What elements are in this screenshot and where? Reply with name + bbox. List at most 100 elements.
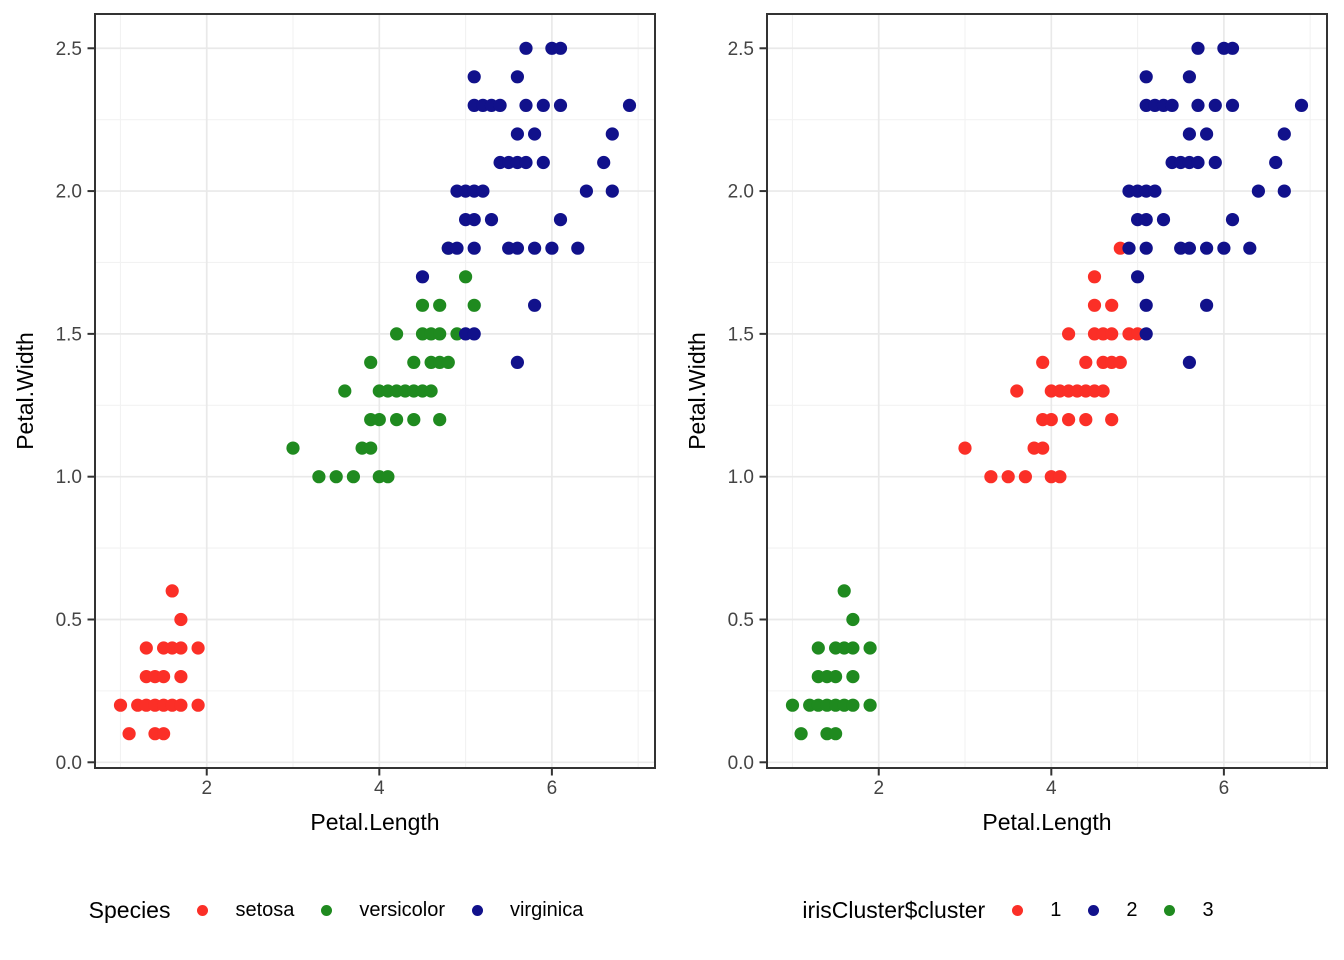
data-point-1: [1079, 355, 1093, 369]
data-point-versicolor: [424, 384, 438, 398]
y-tick-label: 0.0: [728, 753, 754, 774]
legend-item: 1: [1012, 899, 1061, 922]
data-point-1: [1096, 384, 1110, 398]
data-point-2: [1148, 184, 1162, 198]
data-point-setosa: [174, 612, 188, 627]
x-tick-label: 4: [374, 778, 385, 799]
species-legend-title: Species: [88, 896, 171, 923]
data-point-2: [1191, 155, 1205, 170]
x-axis-title: Petal.Length: [310, 809, 439, 835]
data-point-1: [1036, 355, 1050, 369]
data-point-2: [1200, 127, 1214, 141]
legend-item-label: virginica: [509, 898, 584, 921]
data-point-2: [1200, 241, 1214, 255]
data-point-1: [1105, 327, 1119, 341]
data-point-2: [1225, 41, 1240, 55]
legend-key-dot-icon: [197, 904, 209, 916]
data-point-virginica: [579, 184, 594, 198]
data-point-setosa: [157, 670, 171, 684]
data-point-1: [1079, 413, 1093, 427]
data-point-virginica: [545, 241, 559, 255]
legend-key-dot-icon: [471, 904, 483, 916]
y-tick-label: 0.0: [56, 753, 82, 774]
data-point-virginica: [553, 213, 568, 227]
data-point-2: [1277, 127, 1291, 141]
cluster-scatter-plot: 2 4 6 0.0 0.5 1.0 1.5 2.0 2.5 Petal.Length Petal.W…: [684, 13, 1328, 835]
data-point-virginica: [519, 98, 533, 112]
data-point-3: [811, 641, 825, 655]
data-point-virginica: [467, 327, 481, 341]
data-point-virginica: [415, 270, 430, 284]
cluster-legend-items: 1 2 3: [1012, 898, 1214, 922]
data-point-2: [1139, 327, 1153, 341]
y-tick-label: 1.5: [56, 324, 82, 345]
legend-item: versicolor: [321, 899, 445, 922]
data-point-2: [1269, 155, 1283, 170]
data-point-versicolor: [312, 470, 326, 484]
data-point-1: [984, 470, 998, 484]
data-point-2: [1277, 184, 1291, 198]
data-point-setosa: [174, 698, 188, 712]
data-point-2: [1182, 127, 1196, 141]
data-point-virginica: [467, 70, 481, 84]
data-point-virginica: [510, 355, 524, 369]
data-point-3: [837, 584, 851, 598]
legend-key-dot-icon: [321, 904, 333, 916]
data-point-1: [1044, 413, 1058, 427]
data-point-2: [1139, 70, 1153, 84]
data-point-1: [1001, 470, 1015, 484]
data-point-2: [1156, 213, 1171, 227]
species-scatter-plot: 2 4 6 0.0 0.5 1.0 1.5 2.0 2.5 Petal.Length Petal.W…: [12, 13, 656, 835]
data-point-virginica: [484, 213, 499, 227]
data-point-setosa: [165, 584, 179, 598]
data-point-virginica: [605, 184, 619, 198]
data-point-2: [1182, 241, 1196, 255]
data-point-versicolor: [433, 327, 447, 341]
data-point-setosa: [122, 727, 136, 741]
data-point-3: [863, 698, 877, 712]
legend-item-label: 2: [1126, 898, 1138, 921]
data-point-versicolor: [286, 441, 300, 455]
data-point-2: [1191, 98, 1205, 112]
data-point-2: [1243, 241, 1257, 255]
data-point-versicolor: [467, 298, 481, 312]
data-point-versicolor: [390, 413, 404, 427]
data-point-1: [1105, 298, 1119, 312]
data-point-2: [1182, 355, 1196, 369]
data-point-virginica: [450, 241, 464, 255]
data-point-3: [846, 698, 860, 712]
legend-key-dot-icon: [1088, 904, 1100, 916]
data-point-versicolor: [433, 413, 447, 427]
data-point-2: [1294, 98, 1309, 112]
data-point-virginica: [553, 41, 568, 55]
data-point-2: [1139, 241, 1153, 255]
data-point-virginica: [571, 241, 585, 255]
data-point-virginica: [510, 241, 524, 255]
data-point-2: [1225, 213, 1240, 227]
x-axis-title: Petal.Length: [982, 809, 1111, 835]
data-point-versicolor: [407, 355, 421, 369]
data-point-2: [1217, 241, 1231, 255]
data-point-setosa: [113, 698, 128, 712]
y-axis-title: Petal.Width: [684, 332, 710, 450]
y-tick-label: 1.5: [728, 324, 754, 345]
data-point-1: [958, 441, 972, 455]
data-point-1: [1053, 470, 1067, 484]
data-point-2: [1131, 270, 1145, 284]
data-point-2: [1122, 241, 1136, 255]
data-point-1: [1113, 355, 1127, 369]
data-point-versicolor: [364, 441, 378, 455]
data-point-versicolor: [390, 327, 404, 341]
data-point-1: [1087, 270, 1102, 284]
data-point-versicolor: [459, 270, 473, 284]
data-point-2: [1139, 213, 1153, 227]
data-point-1: [1018, 470, 1032, 484]
panel-border: [94, 13, 656, 769]
data-point-virginica: [605, 127, 619, 141]
data-point-1: [1105, 413, 1119, 427]
data-point-2: [1225, 98, 1240, 112]
data-point-virginica: [597, 155, 611, 170]
data-point-versicolor: [407, 413, 421, 427]
legend-key-dot-icon: [1164, 904, 1176, 916]
